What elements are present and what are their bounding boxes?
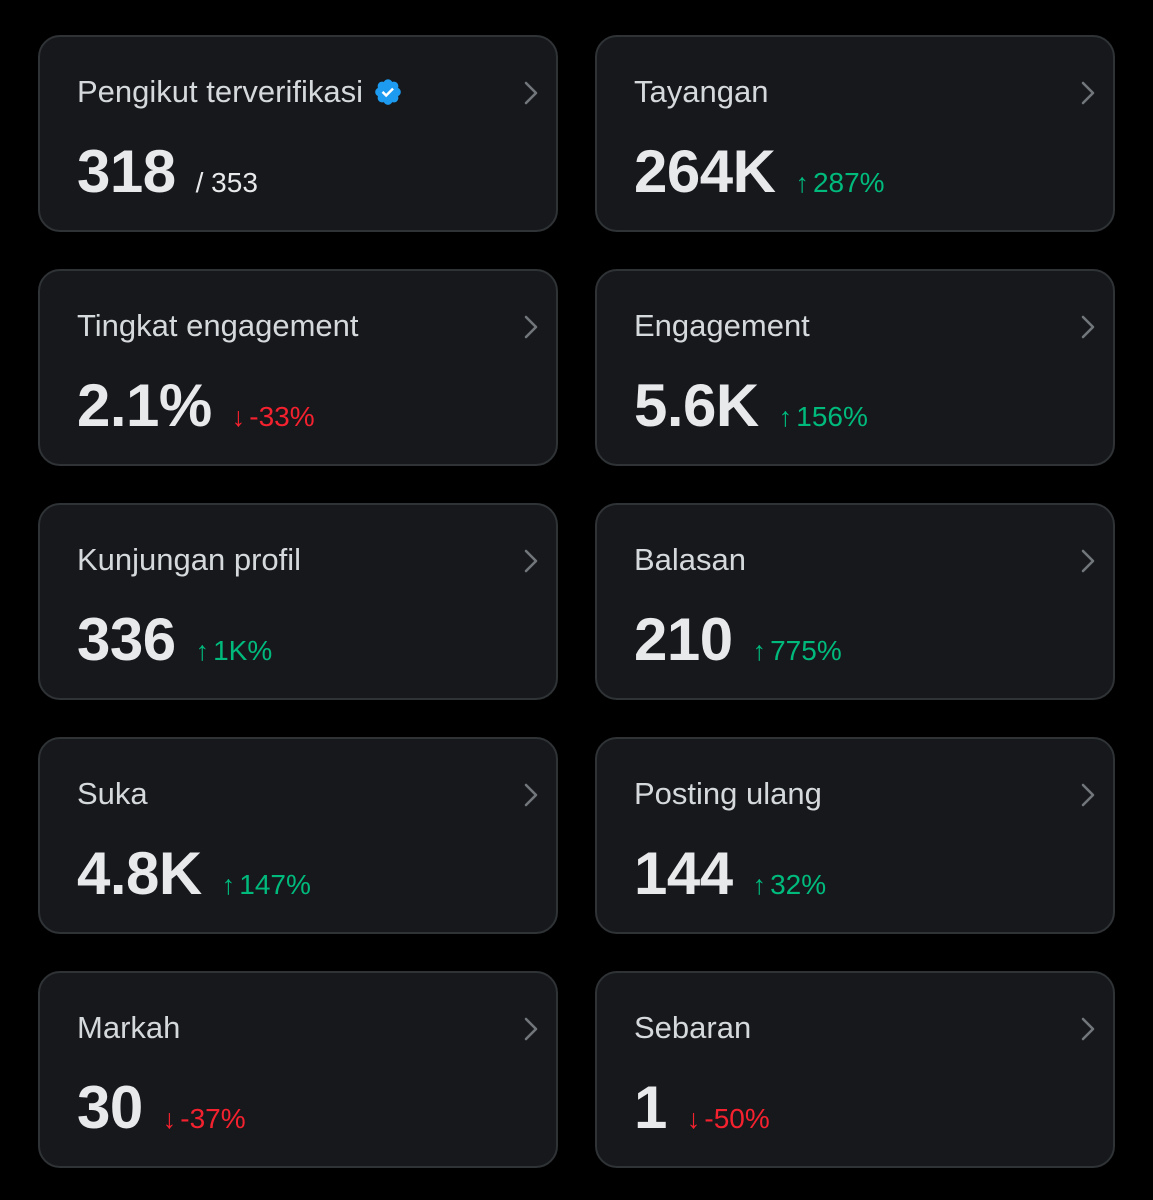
- chevron-right-icon: [1081, 81, 1095, 105]
- value-row: 4.8K ↑ 147%: [77, 839, 311, 909]
- metric-change: ↑ 775%: [753, 635, 842, 667]
- metric-change: ↑ 32%: [753, 869, 827, 901]
- card-title: Posting ulang: [634, 776, 822, 811]
- metrics-grid: Pengikut terverifikasi 318 / 353 Tayanga…: [38, 35, 1115, 1168]
- card-title: Balasan: [634, 542, 747, 577]
- metric-value: 1: [634, 1074, 667, 1141]
- change-text: 156%: [796, 401, 868, 432]
- metric-value: 264K: [634, 138, 776, 205]
- card-title: Engagement: [634, 308, 810, 343]
- card-replies[interactable]: Balasan 210 ↑ 775%: [595, 503, 1115, 700]
- metric-value: 2.1%: [77, 372, 212, 439]
- metric-change: ↑ 1K%: [196, 635, 273, 667]
- change-text: 287%: [812, 167, 885, 198]
- arrow-up-icon: ↑: [221, 870, 236, 900]
- card-title: Sebaran: [634, 1010, 752, 1045]
- card-title: Markah: [77, 1010, 181, 1045]
- card-reposts[interactable]: Posting ulang 144 ↑ 32%: [595, 737, 1115, 934]
- chevron-right-icon: [524, 315, 538, 339]
- change-text: -50%: [704, 1103, 770, 1134]
- card-title: Tayangan: [634, 74, 769, 109]
- value-row: 210 ↑ 775%: [634, 605, 842, 675]
- card-title-row: Pengikut terverifikasi: [77, 73, 403, 111]
- chevron-right-icon: [1081, 549, 1095, 573]
- metric-change: ↑ 287%: [795, 167, 884, 199]
- value-row: 264K ↑ 287%: [634, 137, 885, 207]
- metric-change: ↓ -50%: [687, 1103, 770, 1135]
- value-row: 1 ↓ -50%: [634, 1073, 770, 1143]
- change-text: 32%: [770, 869, 827, 900]
- arrow-up-icon: ↑: [778, 402, 793, 432]
- metric-total: / 353: [195, 167, 258, 198]
- chevron-right-icon: [524, 81, 538, 105]
- card-bookmarks[interactable]: Markah 30 ↓ -37%: [38, 971, 558, 1168]
- value-row: 30 ↓ -37%: [77, 1073, 246, 1143]
- verified-badge-icon: [375, 79, 401, 105]
- metric-change: ↑ 147%: [222, 869, 311, 901]
- metric-value: 30: [77, 1074, 143, 1141]
- value-row: 144 ↑ 32%: [634, 839, 826, 909]
- metric-value: 318: [77, 138, 176, 205]
- metric-value: 5.6K: [634, 372, 759, 439]
- card-likes[interactable]: Suka 4.8K ↑ 147%: [38, 737, 558, 934]
- card-title: Tingkat engagement: [77, 308, 359, 343]
- metric-value: 336: [77, 606, 176, 673]
- card-title: Suka: [77, 776, 148, 811]
- change-text: 147%: [239, 869, 311, 900]
- metric-value: 210: [634, 606, 733, 673]
- arrow-up-icon: ↑: [752, 870, 767, 900]
- chevron-right-icon: [1081, 1017, 1095, 1041]
- arrow-down-icon: ↓: [231, 402, 246, 432]
- metric-change: ↓ -37%: [163, 1103, 246, 1135]
- change-text: -33%: [249, 401, 315, 432]
- metric-change: ↓ -33%: [232, 401, 315, 433]
- card-title: Kunjungan profil: [77, 542, 302, 577]
- value-row: 318 / 353: [77, 137, 258, 207]
- value-row: 2.1% ↓ -33%: [77, 371, 315, 441]
- card-title: Pengikut terverifikasi: [77, 74, 364, 109]
- chevron-right-icon: [524, 783, 538, 807]
- change-text: 1K%: [213, 635, 273, 666]
- card-engagement[interactable]: Engagement 5.6K ↑ 156%: [595, 269, 1115, 466]
- chevron-right-icon: [524, 1017, 538, 1041]
- metric-value: 4.8K: [77, 840, 202, 907]
- card-impressions[interactable]: Tayangan 264K ↑ 287%: [595, 35, 1115, 232]
- change-text: 775%: [770, 635, 842, 666]
- card-profile-visits[interactable]: Kunjungan profil 336 ↑ 1K%: [38, 503, 558, 700]
- arrow-down-icon: ↓: [686, 1104, 701, 1134]
- chevron-right-icon: [1081, 315, 1095, 339]
- arrow-up-icon: ↑: [795, 168, 809, 198]
- chevron-right-icon: [524, 549, 538, 573]
- value-row: 336 ↑ 1K%: [77, 605, 272, 675]
- chevron-right-icon: [1081, 783, 1095, 807]
- value-row: 5.6K ↑ 156%: [634, 371, 868, 441]
- card-verified-followers[interactable]: Pengikut terverifikasi 318 / 353: [38, 35, 558, 232]
- change-text: -37%: [180, 1103, 246, 1134]
- card-engagement-rate[interactable]: Tingkat engagement 2.1% ↓ -33%: [38, 269, 558, 466]
- arrow-up-icon: ↑: [195, 636, 210, 666]
- metric-change: ↑ 156%: [779, 401, 868, 433]
- arrow-down-icon: ↓: [162, 1104, 177, 1134]
- metric-value: 144: [634, 840, 733, 907]
- card-shares[interactable]: Sebaran 1 ↓ -50%: [595, 971, 1115, 1168]
- arrow-up-icon: ↑: [752, 636, 767, 666]
